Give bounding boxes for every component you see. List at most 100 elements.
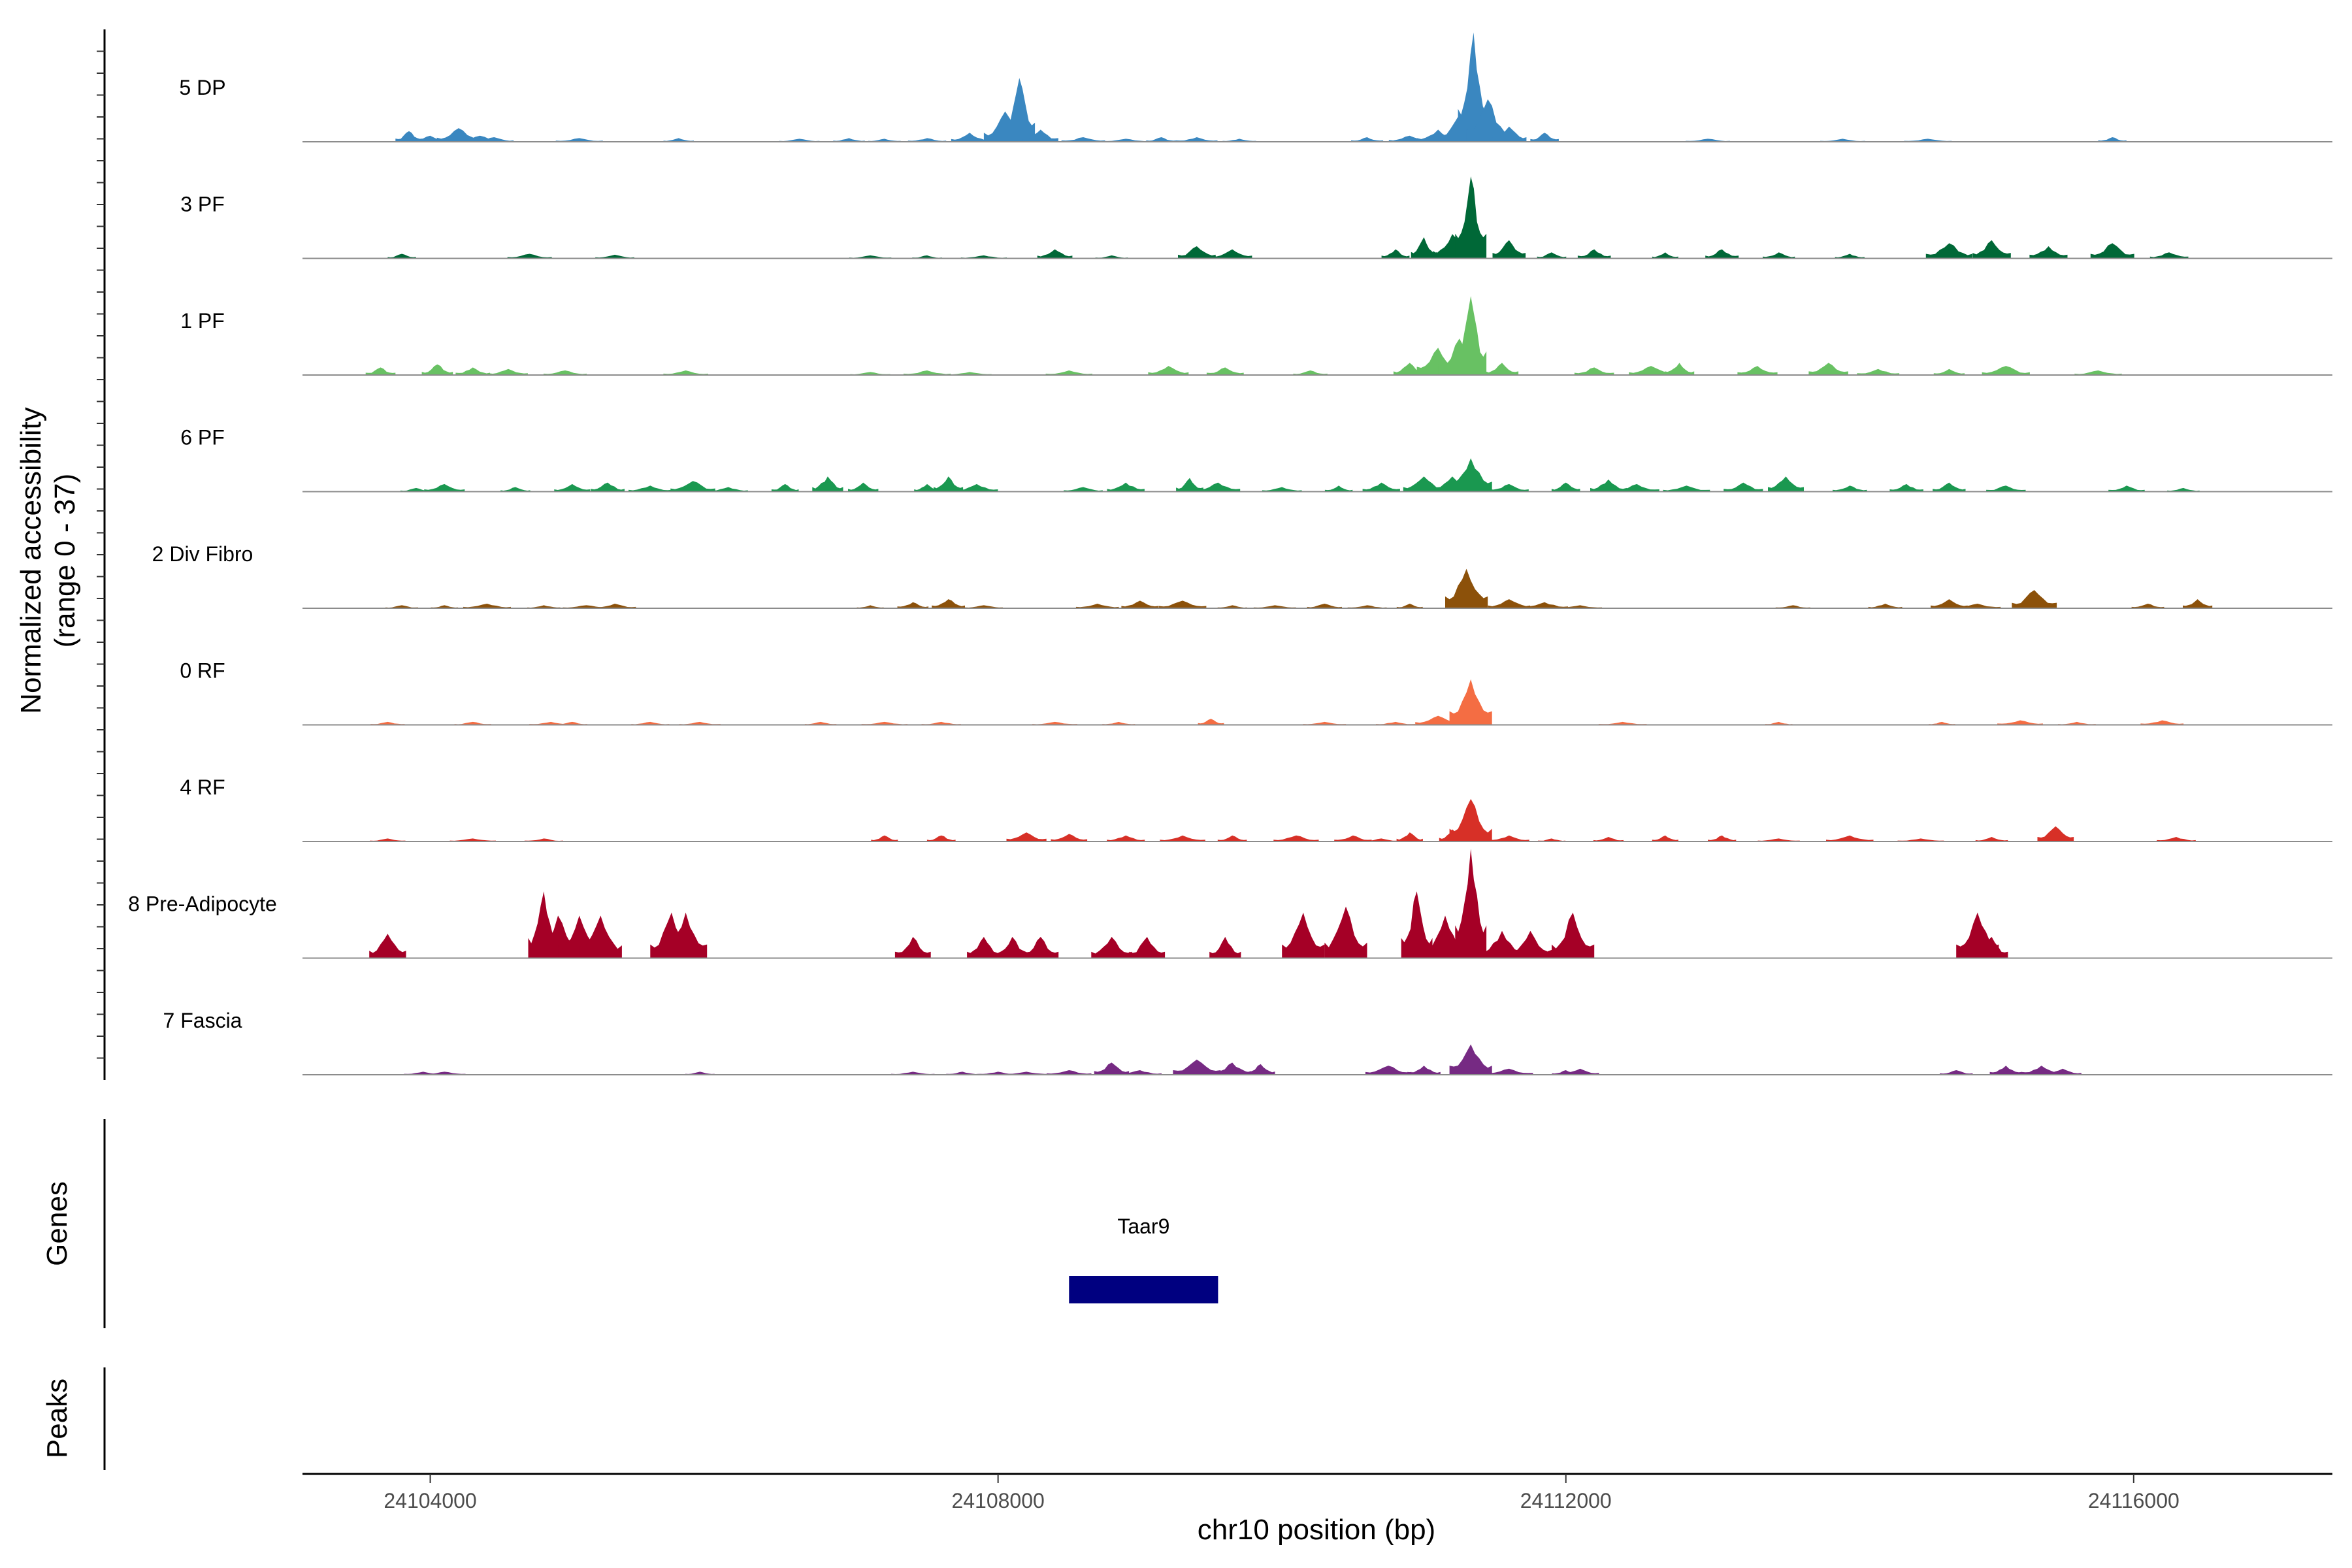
3-pf-peak-25 [2149, 252, 2189, 259]
4-rf-peak-12 [1362, 838, 1401, 841]
4-rf-peak-25 [2037, 826, 2074, 841]
1-pf-peak-20 [1664, 363, 1695, 375]
4-rf-peak-8 [1160, 835, 1205, 841]
4-rf-peak-0 [370, 838, 406, 841]
track-label-6-pf: 6 PF [180, 426, 225, 449]
2-div-fibro-peak-5 [593, 604, 636, 608]
8-pre-adipocyte-peak-9 [994, 937, 1031, 958]
6-pf-peak-18 [1262, 487, 1302, 492]
2-div-fibro-peak-19 [1488, 599, 1531, 608]
5-dp-peak-6 [663, 138, 694, 142]
2-div-fibro-peak-11 [1121, 600, 1159, 608]
5-dp-peak-18 [1176, 137, 1218, 142]
3-pf-peak-6 [1037, 249, 1073, 259]
2-div-fibro-peak-15 [1307, 604, 1342, 608]
coverage-tracks: 5 DP 3 PF 1 PF 6 PF 2 Div Fibro 0 RF 4 RF 8 Pre… [128, 32, 2332, 1075]
1-pf-peak-26 [2074, 370, 2122, 375]
4-rf-peak-2 [524, 838, 563, 841]
4-rf-peak-11 [1334, 835, 1372, 841]
8-pre-adipocyte-peak-16 [1401, 891, 1433, 958]
0-rf-peak-0 [370, 721, 405, 725]
6-pf-peak-26 [1590, 479, 1627, 492]
1-pf-peak-19 [1629, 366, 1673, 375]
2-div-fibro-peak-27 [2131, 604, 2164, 608]
0-rf-peak-20 [2058, 721, 2096, 725]
8-pre-adipocyte-peak-4 [579, 915, 622, 958]
x-tick-label: 24116000 [2088, 1489, 2180, 1512]
6-pf-peak-35 [2108, 485, 2145, 492]
track-8-pre-adipocyte: 8 Pre-Adipocyte [128, 849, 2332, 959]
track-0-rf: 0 RF [180, 659, 2332, 726]
peaks-track-title: Peaks [41, 1379, 73, 1458]
0-rf-peak-5 [679, 721, 721, 725]
0-rf-peak-4 [631, 721, 670, 725]
2-div-fibro-peak-21 [1558, 605, 1602, 608]
5-dp-peak-13 [1004, 78, 1036, 142]
5-dp-peak-4 [474, 137, 514, 142]
2-div-fibro-peak-8 [932, 599, 965, 608]
3-pf-peak-3 [849, 255, 892, 259]
2-div-fibro-peak-0 [385, 605, 418, 608]
4-rf-peak-3 [871, 835, 898, 841]
2-div-fibro-peak-13 [1217, 605, 1247, 608]
6-pf-peak-7 [708, 487, 748, 492]
5-dp-peak-27 [1530, 133, 1559, 142]
6-pf-peak-13 [955, 483, 998, 492]
7-fascia-peak-22 [2044, 1068, 2082, 1075]
6-pf-peak-29 [1723, 482, 1763, 492]
track-label-0-rf: 0 RF [180, 659, 225, 683]
4-rf-peak-20 [1708, 835, 1737, 841]
0-rf-peak-1 [454, 721, 491, 725]
track-label-3-pf: 3 PF [180, 193, 225, 216]
8-pre-adipocyte-peak-6 [664, 912, 708, 958]
6-pf-peak-6 [670, 481, 715, 492]
1-pf-peak-8 [947, 372, 992, 375]
6-pf-peak-31 [1833, 485, 1867, 492]
0-rf-peak-16 [1598, 721, 1647, 725]
4-rf-peak-24 [1975, 837, 2008, 841]
1-pf-peak-2 [455, 367, 490, 375]
4-rf-peak-4 [926, 835, 956, 841]
5-dp-peak-7 [779, 139, 820, 142]
accessibility-y-axis [97, 29, 106, 1080]
1-pf-peak-22 [1808, 363, 1848, 375]
2-div-fibro-peak-1 [431, 605, 459, 608]
0-rf-peak-7 [861, 721, 907, 725]
5-dp-peak-30 [1904, 139, 1952, 142]
6-pf-peak-10 [848, 482, 879, 492]
5-dp-peak-2 [436, 128, 481, 142]
1-pf-peak-16 [1455, 296, 1487, 375]
5-dp-peak-10 [907, 138, 947, 142]
3-pf-peak-14 [1492, 240, 1526, 259]
5-dp-peak-9 [868, 139, 901, 142]
x-tick-label: 24104000 [384, 1489, 476, 1512]
7-fascia-peak-9 [1118, 1070, 1162, 1075]
5-dp-peak-0 [395, 131, 423, 142]
5-dp-peak-5 [555, 138, 603, 142]
7-fascia-peak-10 [1173, 1059, 1221, 1075]
2-div-fibro-peak-24 [1931, 599, 1968, 608]
5-dp-peak-19 [1222, 139, 1256, 142]
4-rf-peak-7 [1107, 835, 1145, 841]
4-rf-peak-17 [1538, 838, 1565, 841]
1-pf-peak-24 [1933, 368, 1965, 375]
accessibility-y-axis-title: Normalized accessibility (range 0 - 37) [15, 407, 81, 713]
7-fascia-peak-7 [1047, 1070, 1092, 1075]
8-pre-adipocyte-peak-20 [1509, 930, 1552, 958]
3-pf-peak-4 [912, 255, 942, 259]
track-5-dp: 5 DP [179, 32, 2332, 142]
2-div-fibro-peak-18 [1445, 568, 1488, 608]
7-fascia-peak-6 [1003, 1071, 1050, 1075]
6-pf-peak-11 [914, 483, 940, 492]
0-rf-peak-21 [2140, 720, 2184, 725]
0-rf-peak-12 [1303, 721, 1347, 725]
8-pre-adipocyte-peak-11 [1091, 937, 1132, 958]
6-pf-peak-28 [1663, 485, 1710, 492]
6-pf-peak-23 [1449, 458, 1492, 492]
3-pf-peak-20 [1835, 253, 1865, 259]
6-pf-peak-30 [1768, 476, 1804, 492]
1-pf-peak-12 [1293, 370, 1328, 375]
7-fascia-peak-20 [1989, 1066, 2022, 1075]
3-pf-peak-9 [1212, 249, 1252, 259]
2-div-fibro-peak-26 [2012, 590, 2057, 608]
